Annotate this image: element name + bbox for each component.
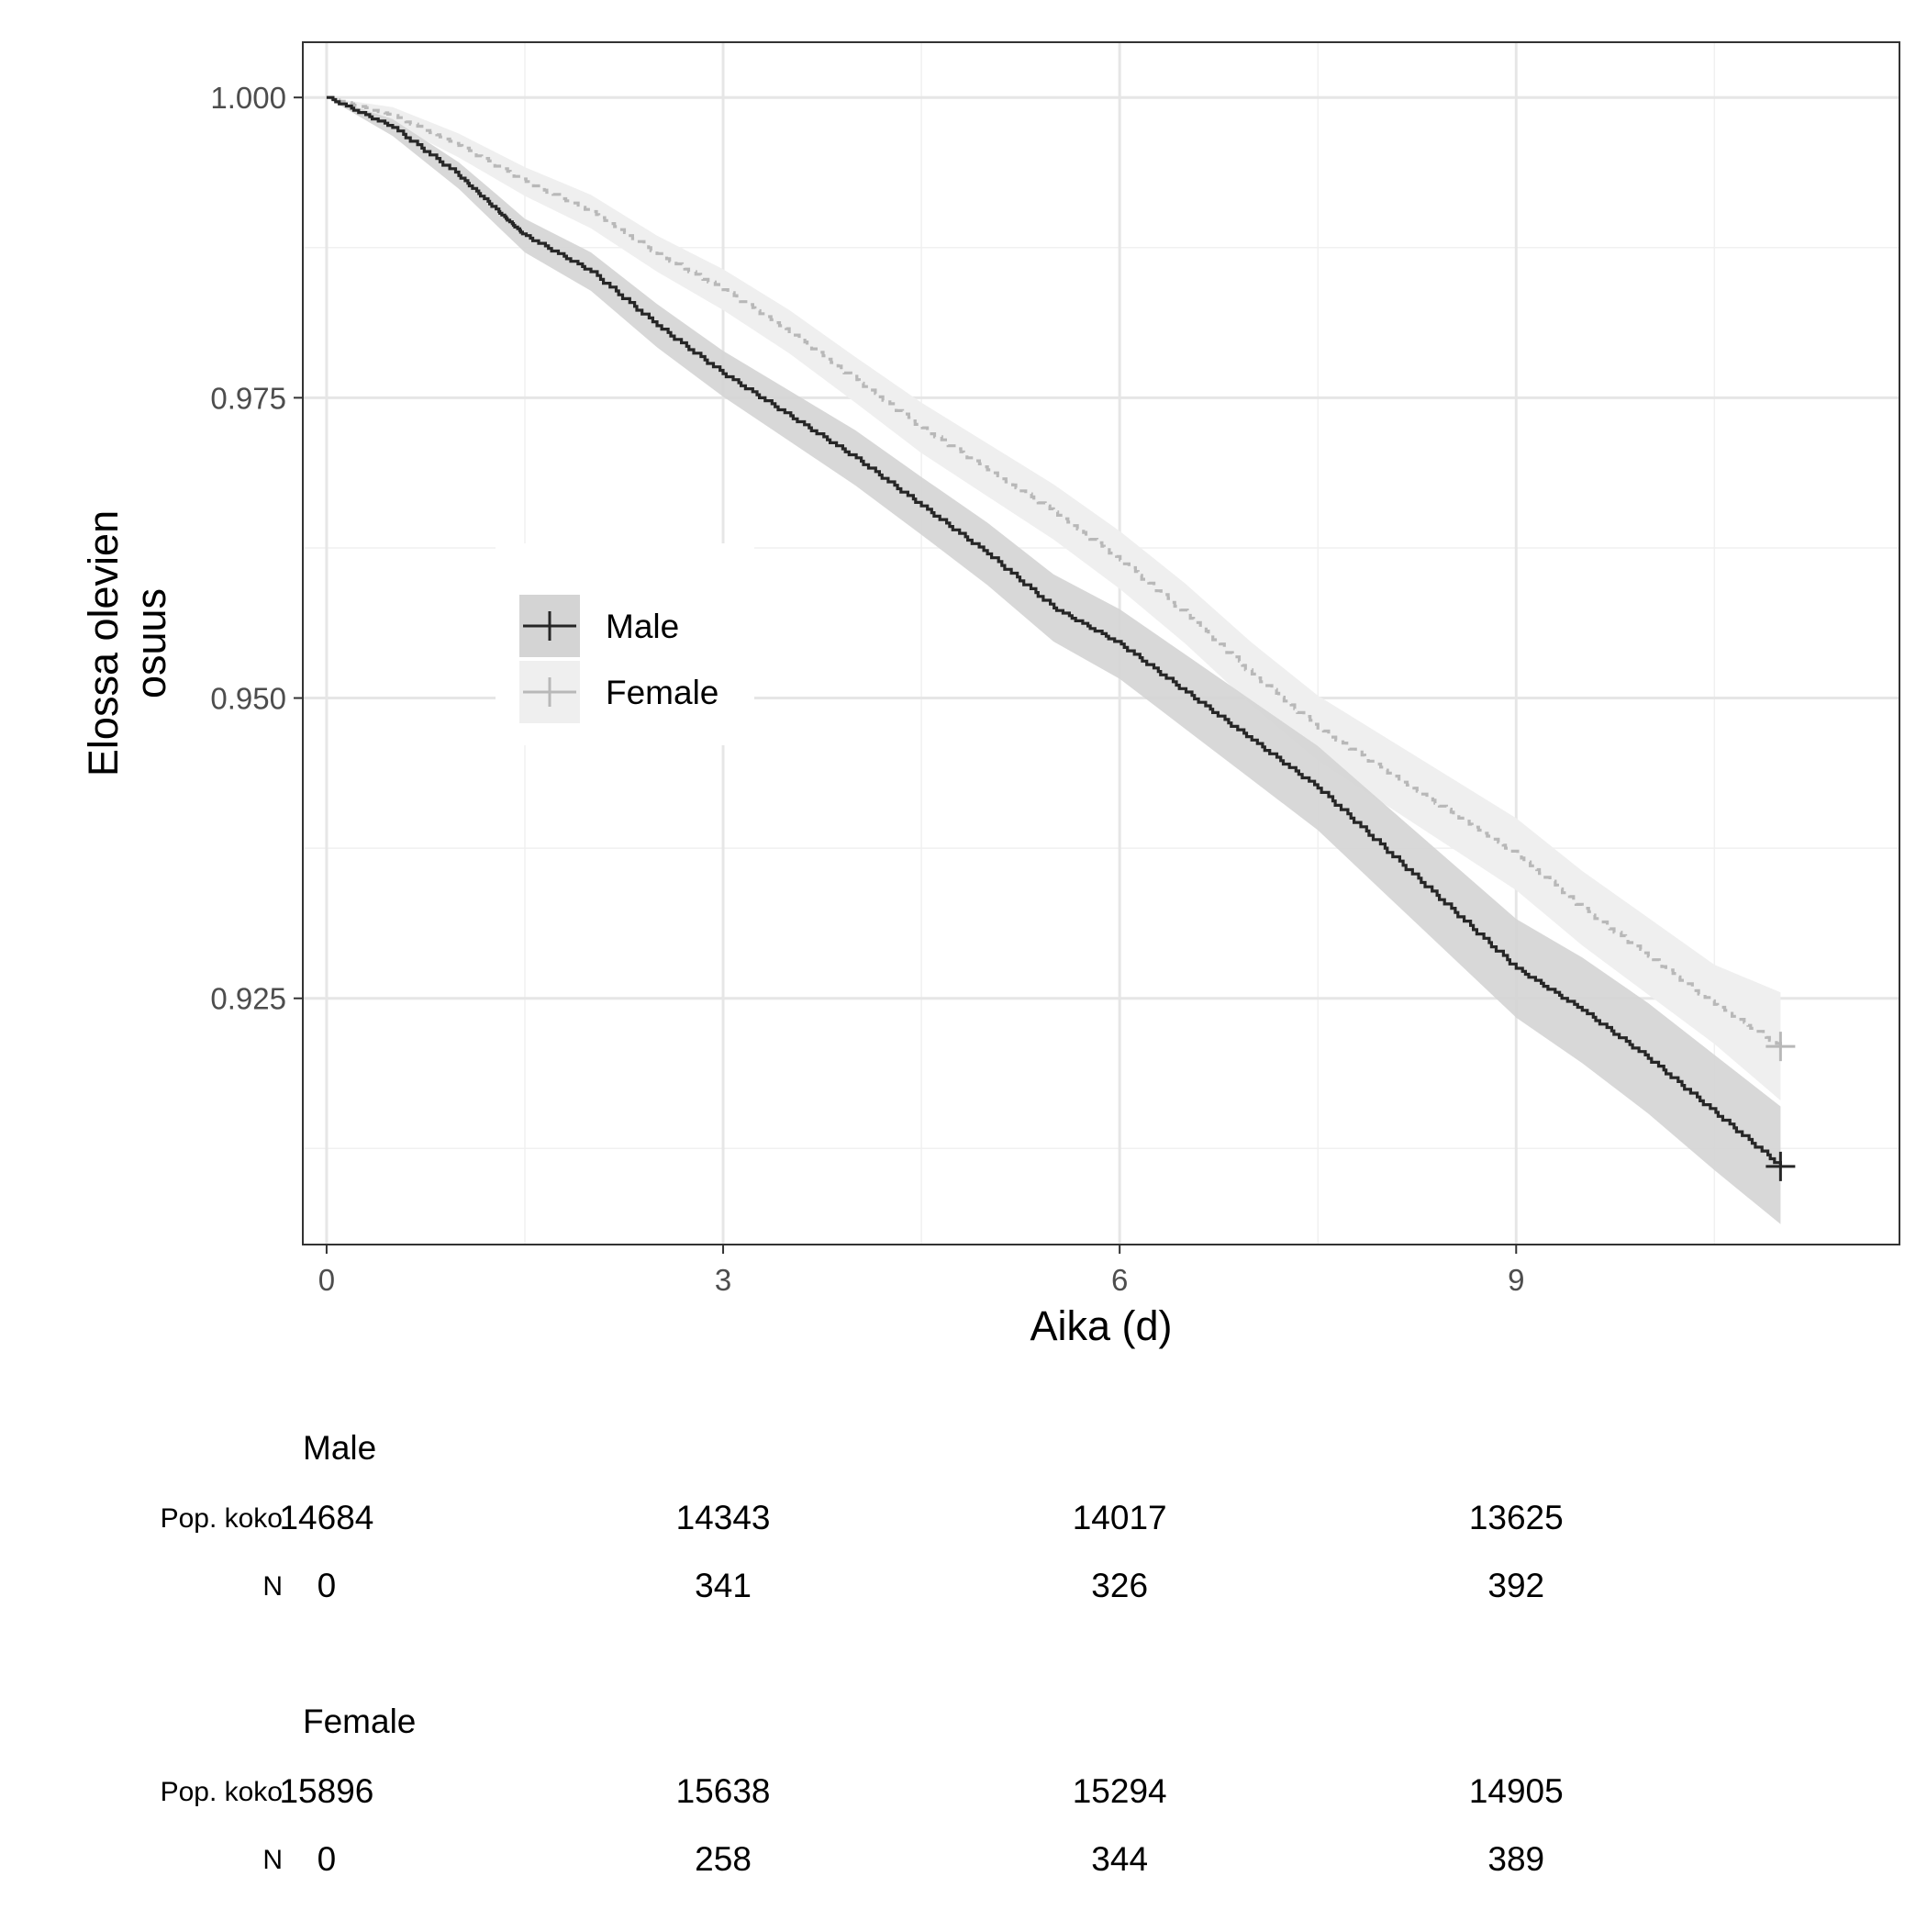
y-axis-title-line: Elossa olevien	[80, 510, 127, 776]
female-survival-line	[326, 95, 1782, 1047]
panel-frame-layer	[302, 41, 1900, 1245]
y-tick-label: 0.975	[210, 381, 286, 415]
male-risk-pop-value: 14343	[676, 1499, 771, 1536]
female-risk-n-value: 344	[1091, 1840, 1148, 1878]
x-tick-label: 6	[1111, 1263, 1128, 1297]
y-tick-label: 0.950	[210, 682, 286, 716]
y-axis-title: Elossa olevienosuus	[80, 510, 174, 776]
x-tick-label: 3	[715, 1263, 731, 1297]
female-risk-n-value: 258	[695, 1840, 752, 1878]
legend: Male Female	[496, 543, 754, 745]
plot-panel-border	[302, 41, 1900, 1245]
female-risk-pop-value: 15294	[1073, 1772, 1167, 1810]
male-risk-n-value: 392	[1487, 1567, 1544, 1604]
female-legend-label: Female	[606, 674, 718, 711]
female-risk-row-label-n: N	[262, 1845, 283, 1875]
male-risk-n-value: 0	[317, 1567, 337, 1604]
male-legend-label: Male	[606, 608, 679, 645]
male-risk-pop-value: 14017	[1073, 1499, 1167, 1536]
risk-table: Male Pop. koko N 14684 0 14343 341 14017 326 1362…	[161, 1429, 1564, 1878]
male-risk-row-label-n: N	[262, 1571, 283, 1602]
y-tick-label: 1.000	[210, 81, 286, 115]
y-tick-label: 0.925	[210, 982, 286, 1016]
female-risk-pop-value: 15896	[279, 1772, 373, 1810]
male-risk-group-title: Male	[303, 1429, 376, 1467]
y-axis-title-line: osuus	[128, 588, 174, 698]
axes-layer: 0 3 6 9 0.925 0.950 0.975 1.000 Aika (d) Elossa o…	[80, 81, 1524, 1349]
female-risk-row-label-pop: Pop. koko	[161, 1777, 283, 1807]
x-tick-label: 0	[318, 1263, 335, 1297]
female-risk-pop-value: 15638	[676, 1772, 771, 1810]
x-tick-label: 9	[1508, 1263, 1524, 1297]
female-risk-pop-value: 14905	[1469, 1772, 1564, 1810]
female-censor-mark	[1765, 1032, 1796, 1062]
male-risk-pop-value: 14684	[279, 1499, 373, 1536]
x-axis-title: Aika (d)	[1030, 1302, 1172, 1349]
male-risk-pop-value: 13625	[1469, 1499, 1564, 1536]
male-risk-n-value: 326	[1091, 1567, 1148, 1604]
female-risk-n-value: 389	[1487, 1840, 1544, 1878]
male-risk-n-value: 341	[695, 1567, 752, 1604]
male-risk-row-label-pop: Pop. koko	[161, 1503, 283, 1534]
survival-lines-layer	[326, 95, 1796, 1181]
female-risk-n-value: 0	[317, 1840, 337, 1878]
female-risk-group-title: Female	[303, 1703, 416, 1740]
male-censor-mark	[1765, 1151, 1796, 1181]
male-survival-line	[326, 95, 1782, 1167]
